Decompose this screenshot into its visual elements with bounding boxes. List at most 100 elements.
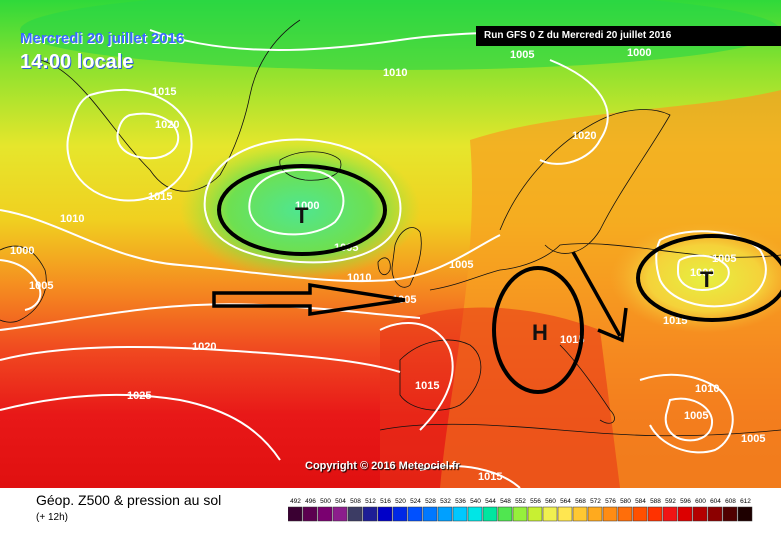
scale-swatch — [527, 506, 543, 522]
pressure-label: 1015 — [560, 334, 584, 346]
europe-coast — [429, 243, 781, 291]
iberia-coast — [399, 339, 482, 411]
isobar-1020-norway — [539, 59, 609, 165]
scale-swatch — [377, 506, 393, 522]
scale-value-label: 524 — [410, 498, 421, 505]
scale-swatch — [512, 506, 528, 522]
low-atlantic-marker: T — [295, 203, 309, 228]
scale-value-label: 584 — [635, 498, 646, 505]
copyright-notice: Copyright © 2016 Meteociel.fr — [305, 460, 460, 472]
isobar-1005-balkans — [664, 397, 714, 442]
color-scale: 492 496 500 504 508 512 516 520 524 528 532 536 540 5… — [288, 498, 753, 522]
scale-swatch — [437, 506, 453, 522]
pressure-label: 1015 — [415, 380, 439, 392]
legend-panel: Géop. Z500 & pression au sol (+ 12h) 492… — [0, 488, 781, 544]
scale-swatch — [407, 506, 423, 522]
isobar-1015-mediterranean — [419, 465, 521, 488]
scale-swatch — [572, 506, 588, 522]
british-isles-coast — [377, 227, 422, 288]
pressure-label: 1015 — [152, 86, 176, 98]
pressure-label: 1015 — [148, 191, 172, 203]
scale-swatch — [482, 506, 498, 522]
pressure-label: 1010 — [60, 213, 84, 225]
scale-value-label: 588 — [650, 498, 661, 505]
scale-swatch — [392, 506, 408, 522]
coastlines — [0, 19, 781, 437]
scale-value-label: 496 — [305, 498, 316, 505]
high-france-marker: H — [532, 320, 548, 345]
isobar-1015-france — [379, 321, 454, 431]
greenland-coast — [39, 19, 301, 192]
scale-swatch — [602, 506, 618, 522]
pressure-map: 1005 1000 1010 1015 1020 1015 1010 1000 … — [0, 0, 781, 488]
pressure-label: 1010 — [695, 383, 719, 395]
scale-value-label: 520 — [395, 498, 406, 505]
north-africa-coast — [379, 423, 781, 437]
scale-value-label: 544 — [485, 498, 496, 505]
low-atlantic-circle — [217, 164, 387, 256]
scale-value-label: 548 — [500, 498, 511, 505]
isobar-1015-greenland — [66, 88, 193, 202]
scale-value-label: 532 — [440, 498, 451, 505]
green-north-shading — [20, 0, 780, 70]
isobar-1005-east — [655, 230, 767, 308]
pressure-label: 1005 — [510, 49, 534, 61]
scale-value-label: 576 — [605, 498, 616, 505]
pressure-label: 1005 — [684, 410, 708, 422]
low-east-circle — [636, 234, 781, 322]
scale-swatch — [692, 506, 708, 522]
hot-sector-iberia — [380, 307, 620, 488]
model-run-label: Run GFS 0 Z du Mercredi 20 juillet 2016 — [476, 26, 781, 46]
canada-coast — [0, 245, 47, 323]
legend-title: Géop. Z500 & pression au sol — [36, 492, 222, 508]
scale-value-label: 500 — [320, 498, 331, 505]
scale-value-label: 512 — [365, 498, 376, 505]
italy-coast — [559, 344, 615, 424]
scale-value-label: 596 — [680, 498, 691, 505]
pressure-label: 1020 — [192, 341, 216, 353]
scale-swatch — [722, 506, 738, 522]
pressure-label: 1000 — [10, 245, 34, 257]
scale-swatch — [707, 506, 723, 522]
annotations — [212, 164, 781, 394]
scale-swatch — [347, 506, 363, 522]
scandinavia-coast — [499, 109, 671, 254]
isobar-1010-atlantic — [0, 209, 501, 283]
isobar-1005-atlantic — [203, 138, 402, 264]
iceland-coast — [279, 151, 342, 181]
scale-value-label: 592 — [665, 498, 676, 505]
scale-swatch — [362, 506, 378, 522]
scale-swatch — [557, 506, 573, 522]
scale-swatch — [422, 506, 438, 522]
westerly-flow-arrow — [212, 282, 406, 317]
isobar-1025-atlantic — [0, 393, 281, 461]
scale-swatch — [647, 506, 663, 522]
scale-swatch — [677, 506, 693, 522]
scale-swatch — [332, 506, 348, 522]
scale-swatch — [662, 506, 678, 522]
forecast-local-time: 14:00 locale — [20, 51, 134, 73]
scale-swatch — [452, 506, 468, 522]
scale-value-label: 568 — [575, 498, 586, 505]
pressure-label: 1015 — [478, 471, 502, 483]
scale-value-label: 516 — [380, 498, 391, 505]
isobar-1020-greenland — [116, 112, 180, 160]
north-flow-arrowhead — [597, 307, 628, 343]
scale-value-label: 492 — [290, 498, 301, 505]
north-flow-arrow — [571, 251, 622, 337]
scale-swatch — [497, 506, 513, 522]
legend-subtitle: (+ 12h) — [36, 512, 68, 523]
scale-swatch — [467, 506, 483, 522]
scale-value-label: 552 — [515, 498, 526, 505]
scale-value-label: 564 — [560, 498, 571, 505]
forecast-date: Mercredi 20 juillet 2016 — [20, 30, 185, 47]
high-france-circle — [492, 266, 584, 394]
scale-value-label: 612 — [740, 498, 751, 505]
pressure-label: 1000 — [295, 200, 319, 212]
scale-value-label: 580 — [620, 498, 631, 505]
scale-value-label: 528 — [425, 498, 436, 505]
scale-value-label: 560 — [545, 498, 556, 505]
pressure-label: 1010 — [347, 272, 371, 284]
scale-value-label: 508 — [350, 498, 361, 505]
